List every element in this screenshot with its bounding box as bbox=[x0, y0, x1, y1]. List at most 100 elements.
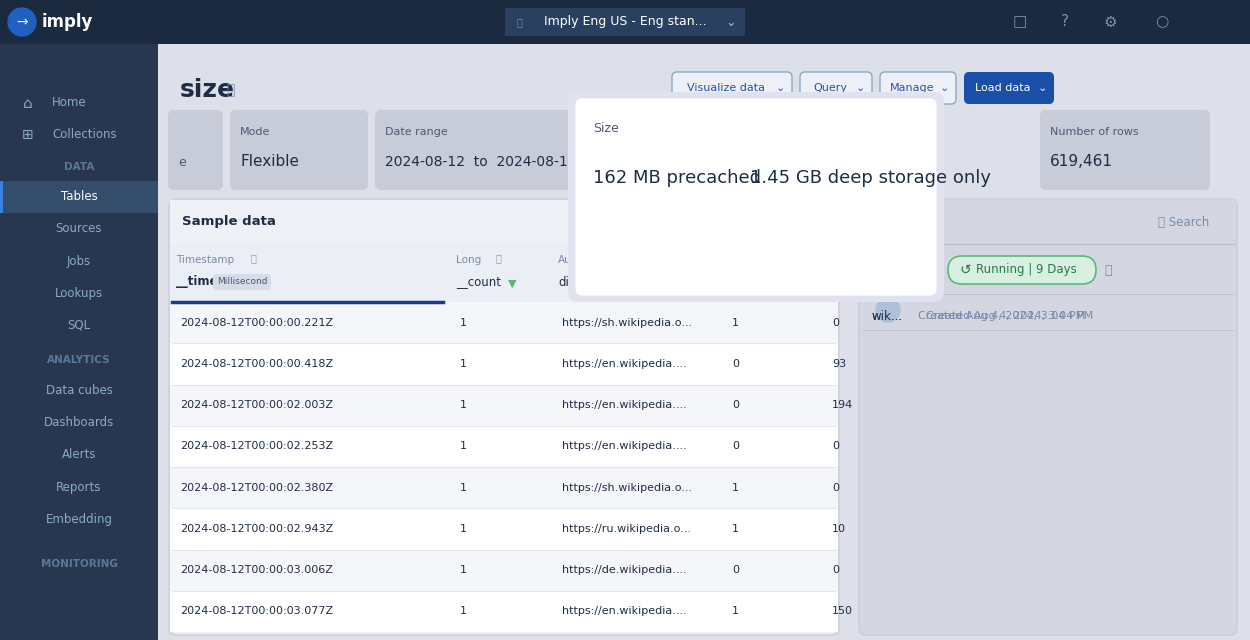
FancyBboxPatch shape bbox=[858, 198, 1238, 636]
Text: Sources: Sources bbox=[56, 223, 102, 236]
Text: https://en.wikipedia....: https://en.wikipedia.... bbox=[562, 400, 686, 410]
Text: 0: 0 bbox=[832, 317, 839, 328]
Text: Mode: Mode bbox=[240, 127, 270, 137]
Text: 2024-08-12T00:00:02.003Z: 2024-08-12T00:00:02.003Z bbox=[180, 400, 332, 410]
Text: 0: 0 bbox=[832, 483, 839, 493]
Text: 2024-08-12T00:00:02.380Z: 2024-08-12T00:00:02.380Z bbox=[180, 483, 332, 493]
Text: added: added bbox=[828, 275, 865, 289]
Bar bbox=[0, 44, 158, 640]
Text: 0: 0 bbox=[732, 442, 739, 451]
Text: https://de.wikipedia....: https://de.wikipedia.... bbox=[562, 565, 686, 575]
Text: Created Aug 4, 2024, 3:04 PM: Created Aug 4, 2024, 3:04 PM bbox=[918, 311, 1085, 321]
Text: diffUrl: diffUrl bbox=[558, 275, 594, 289]
Bar bbox=[860, 200, 1236, 244]
Text: ⓘ: ⓘ bbox=[226, 83, 235, 97]
Text: ⌄: ⌄ bbox=[726, 15, 736, 29]
Text: 1: 1 bbox=[460, 606, 468, 616]
FancyBboxPatch shape bbox=[800, 72, 872, 104]
Bar bbox=[170, 508, 838, 550]
Text: Lookups: Lookups bbox=[55, 287, 102, 300]
Bar bbox=[170, 467, 838, 508]
Text: https://en.wikipedia....: https://en.wikipedia.... bbox=[562, 442, 686, 451]
Text: 10: 10 bbox=[832, 524, 846, 534]
Bar bbox=[170, 550, 838, 591]
Text: 0: 0 bbox=[832, 565, 839, 575]
Text: 0: 0 bbox=[732, 565, 739, 575]
Text: wik...: wik... bbox=[872, 310, 902, 323]
Text: ▼: ▼ bbox=[508, 279, 516, 289]
FancyBboxPatch shape bbox=[375, 110, 580, 190]
Text: SQL: SQL bbox=[68, 319, 90, 332]
Text: Auto: Auto bbox=[828, 255, 852, 265]
Text: Tables: Tables bbox=[60, 191, 98, 204]
Text: Reports: Reports bbox=[56, 481, 101, 493]
Text: Load data: Load data bbox=[975, 83, 1031, 93]
FancyBboxPatch shape bbox=[860, 200, 1236, 634]
Bar bbox=[170, 200, 838, 244]
Text: Dashboards: Dashboards bbox=[44, 415, 114, 429]
Text: Visualize data: Visualize data bbox=[688, 83, 765, 93]
Text: Auto: Auto bbox=[728, 255, 752, 265]
Text: https://sh.wikipedia.o...: https://sh.wikipedia.o... bbox=[562, 317, 692, 328]
Text: ○: ○ bbox=[1155, 15, 1169, 29]
Text: Millisecond: Millisecond bbox=[217, 278, 268, 287]
Text: 2024-08-12T00:00:03.077Z: 2024-08-12T00:00:03.077Z bbox=[180, 606, 332, 616]
Text: 1: 1 bbox=[732, 524, 739, 534]
Text: __time: __time bbox=[176, 275, 217, 289]
Text: ANALYTICS: ANALYTICS bbox=[48, 355, 111, 365]
Text: Query: Query bbox=[812, 83, 848, 93]
FancyBboxPatch shape bbox=[230, 110, 368, 190]
FancyBboxPatch shape bbox=[168, 198, 840, 636]
Text: Date range: Date range bbox=[385, 127, 448, 137]
Text: ⓘ: ⓘ bbox=[1104, 264, 1111, 276]
Text: https://sh.wikipedia.o...: https://sh.wikipedia.o... bbox=[562, 483, 692, 493]
Text: 1: 1 bbox=[460, 565, 468, 575]
Text: Long: Long bbox=[456, 255, 481, 265]
Text: Running | 9 Days: Running | 9 Days bbox=[976, 264, 1076, 276]
Text: Manage: Manage bbox=[890, 83, 934, 93]
Text: 93: 93 bbox=[832, 359, 846, 369]
Bar bbox=[0, 0, 1250, 44]
Text: 1: 1 bbox=[732, 317, 739, 328]
Text: Flexible: Flexible bbox=[240, 154, 299, 170]
Text: Imply Eng US - Eng stan...: Imply Eng US - Eng stan... bbox=[544, 15, 706, 29]
Text: https://en.wikipedia....: https://en.wikipedia.... bbox=[562, 359, 686, 369]
Text: 🔒: 🔒 bbox=[496, 253, 502, 263]
Text: 2024-08-12  to  2024-08-13: 2024-08-12 to 2024-08-13 bbox=[385, 155, 576, 169]
Text: 150: 150 bbox=[832, 606, 852, 616]
Text: Alerts: Alerts bbox=[61, 447, 96, 461]
Circle shape bbox=[8, 8, 36, 36]
Text: ⊞: ⊞ bbox=[22, 128, 34, 142]
Text: ?: ? bbox=[1061, 15, 1069, 29]
Bar bbox=[170, 591, 838, 632]
Text: ⚙: ⚙ bbox=[1104, 15, 1116, 29]
Text: 194: 194 bbox=[832, 400, 854, 410]
Text: 1.45 GB deep storage only: 1.45 GB deep storage only bbox=[750, 169, 991, 187]
Bar bbox=[170, 343, 838, 385]
Text: 1: 1 bbox=[732, 483, 739, 493]
Bar bbox=[0, 181, 158, 213]
Text: Jobs: Jobs bbox=[872, 216, 904, 228]
FancyBboxPatch shape bbox=[880, 72, 956, 104]
Text: 1: 1 bbox=[460, 442, 468, 451]
Text: e: e bbox=[177, 156, 186, 168]
Text: ⬛: ⬛ bbox=[518, 17, 522, 27]
Text: https://ru.wikipedia.o...: https://ru.wikipedia.o... bbox=[562, 524, 691, 534]
Text: ⌄: ⌄ bbox=[939, 83, 949, 93]
Text: 0: 0 bbox=[832, 442, 839, 451]
Bar bbox=[170, 244, 838, 302]
Text: →: → bbox=[16, 15, 28, 29]
Text: wik...: wik... bbox=[872, 310, 902, 323]
Text: 🔍 Search: 🔍 Search bbox=[760, 216, 811, 228]
Text: 2024-08-12T00:00:02.253Z: 2024-08-12T00:00:02.253Z bbox=[180, 442, 332, 451]
Text: 2024-08-12T00:00:02.943Z: 2024-08-12T00:00:02.943Z bbox=[180, 524, 334, 534]
Circle shape bbox=[876, 298, 900, 322]
Text: □: □ bbox=[1013, 15, 1028, 29]
Text: 1: 1 bbox=[460, 483, 468, 493]
Text: 1: 1 bbox=[732, 606, 739, 616]
Text: ⌄: ⌄ bbox=[775, 83, 785, 93]
Text: 0: 0 bbox=[732, 359, 739, 369]
Text: Number of rows: Number of rows bbox=[1050, 127, 1139, 137]
Bar bbox=[0, 181, 2, 213]
Text: 162 MB precached: 162 MB precached bbox=[592, 169, 761, 187]
